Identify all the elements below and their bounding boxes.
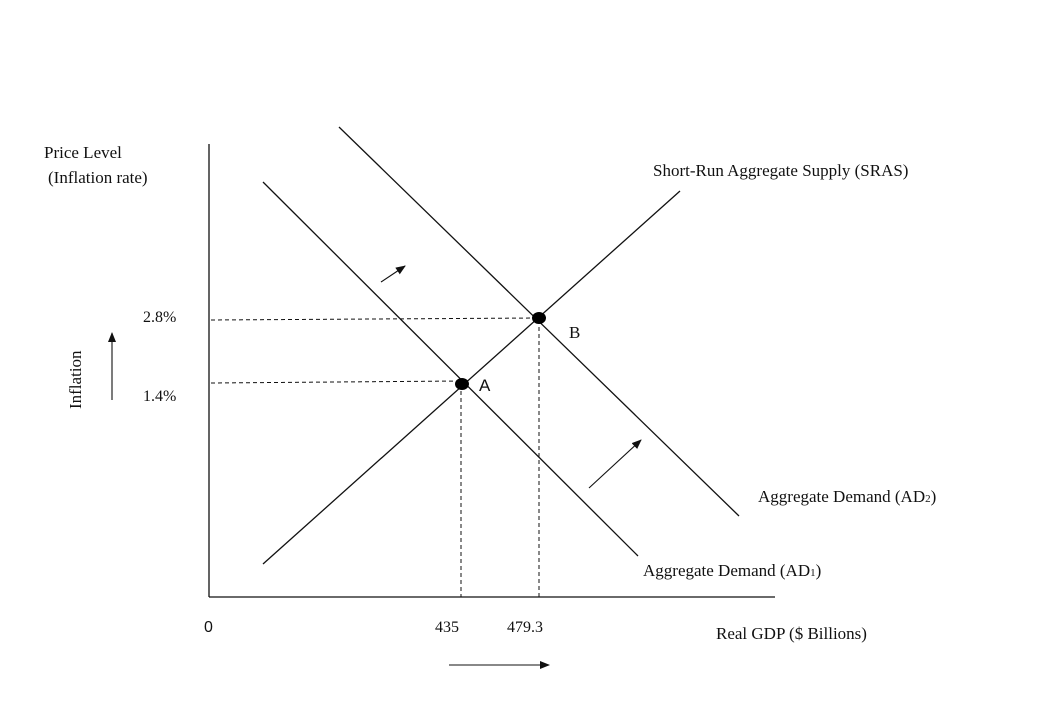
ad1-curve <box>262 181 639 557</box>
point-b-dot <box>532 312 546 324</box>
y-axis-title-line2: (Inflation rate) <box>48 168 148 187</box>
x-axis-title: Real GDP ($ Billions) <box>716 624 867 643</box>
inflation-side-label: Inflation <box>66 350 85 409</box>
y-tick-label-low: 1.4% <box>143 388 176 405</box>
ad1-label-close: ) <box>816 561 822 580</box>
ad1-label-sub: 1 <box>810 567 816 579</box>
ad2-label-sub: 2 <box>925 493 931 505</box>
ad2-label-main: Aggregate Demand (AD <box>758 487 925 506</box>
ad1-label: Aggregate Demand (AD1) <box>643 561 821 580</box>
ad1-label-main: Aggregate Demand (AD <box>643 561 810 580</box>
sras-curve <box>262 190 681 565</box>
sras-label: Short-Run Aggregate Supply (SRAS) <box>653 161 908 180</box>
shift-arrow-upper <box>380 265 406 283</box>
origin-label: 0 <box>204 619 213 636</box>
y-axis-title-line1: Price Level <box>44 143 122 162</box>
y-tick-label-high: 2.8% <box>143 309 176 326</box>
point-b-label: B <box>569 323 580 342</box>
x-tick-label-b: 479.3 <box>507 619 543 636</box>
ad2-label: Aggregate Demand (AD2) <box>758 487 936 506</box>
guide-a-horizontal <box>210 380 462 384</box>
guide-b-horizontal <box>210 317 539 321</box>
x-tick-label-a: 435 <box>435 619 459 636</box>
point-a-dot <box>455 378 469 390</box>
point-a-label: A <box>479 376 491 395</box>
shift-arrow-lower <box>588 439 642 489</box>
ad2-label-close: ) <box>931 487 937 506</box>
